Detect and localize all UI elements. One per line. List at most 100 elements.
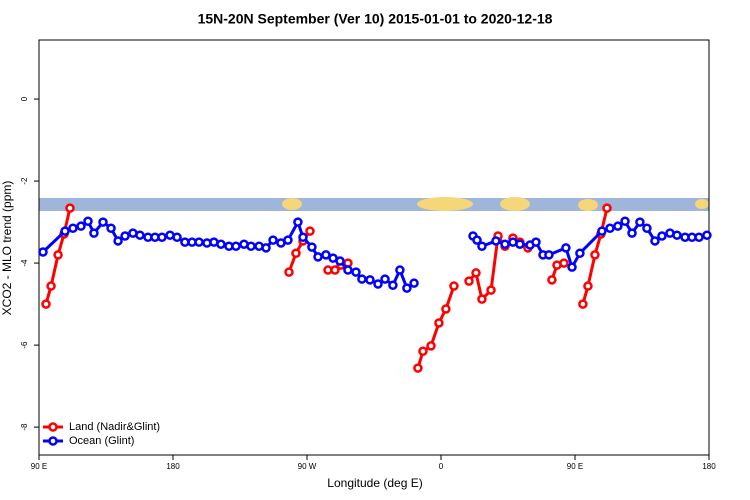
- point: [53, 250, 63, 260]
- x-tick-label: 90 E: [31, 462, 47, 471]
- point: [113, 236, 123, 246]
- point: [60, 226, 70, 236]
- point: [418, 346, 428, 356]
- y-tick-label: -6: [20, 341, 29, 349]
- point: [515, 239, 525, 249]
- point: [559, 258, 569, 268]
- point: [313, 252, 323, 262]
- point: [293, 217, 303, 227]
- x-tick-label: 90 E: [567, 462, 583, 471]
- legend-label: Ocean (Glint): [69, 435, 134, 447]
- point: [351, 267, 361, 277]
- point: [575, 248, 585, 258]
- point: [76, 221, 86, 231]
- point: [409, 278, 419, 288]
- point: [65, 203, 75, 213]
- point: [441, 304, 451, 314]
- point: [335, 256, 345, 266]
- point: [89, 228, 99, 238]
- y-tick-label: 0: [20, 96, 29, 101]
- point: [434, 318, 444, 328]
- point: [330, 265, 340, 275]
- point: [83, 216, 93, 227]
- point: [657, 231, 667, 241]
- legend-marker: [48, 436, 58, 446]
- point: [172, 232, 182, 242]
- point: [561, 243, 571, 253]
- point: [157, 232, 167, 242]
- point: [291, 248, 301, 258]
- point: [194, 237, 204, 247]
- point: [426, 341, 436, 351]
- point: [702, 230, 712, 240]
- point: [491, 236, 501, 246]
- point: [627, 228, 637, 238]
- legend-marker: [48, 422, 58, 432]
- point: [298, 232, 308, 242]
- point: [602, 203, 612, 213]
- point: [373, 279, 383, 289]
- point: [321, 250, 331, 260]
- point: [567, 262, 577, 272]
- point: [343, 265, 353, 275]
- point: [471, 268, 481, 278]
- point: [413, 363, 423, 373]
- point: [98, 217, 108, 227]
- map-strip: [39, 197, 709, 211]
- point: [486, 285, 496, 295]
- y-tick-label: -4: [20, 259, 29, 267]
- chart-title: 15N-20N September (Ver 10) 2015-01-01 to…: [198, 11, 553, 27]
- point: [283, 235, 293, 245]
- legend-label: Land (Nadir&Glint): [69, 421, 160, 433]
- point: [583, 281, 593, 291]
- point: [472, 235, 482, 245]
- point: [464, 276, 474, 286]
- point: [268, 235, 278, 245]
- point: [544, 250, 554, 260]
- y-tick-label: -2: [20, 177, 29, 185]
- point: [261, 243, 271, 253]
- plot-frame: [38, 39, 710, 456]
- point: [246, 241, 256, 252]
- point: [38, 247, 48, 257]
- x-tick-label: 180: [702, 462, 716, 471]
- point: [605, 223, 615, 233]
- point: [590, 250, 600, 260]
- point: [41, 299, 51, 309]
- x-tick-label: 180: [166, 462, 180, 471]
- point: [284, 267, 294, 277]
- point: [388, 280, 398, 290]
- point: [380, 274, 390, 284]
- point: [106, 223, 116, 233]
- point: [307, 242, 317, 252]
- x-tick-label: 90 W: [298, 462, 317, 471]
- point: [477, 294, 487, 304]
- point: [449, 281, 459, 291]
- point: [500, 239, 510, 249]
- point: [216, 239, 226, 249]
- point: [135, 230, 145, 240]
- point: [357, 274, 367, 284]
- point: [547, 275, 557, 285]
- point: [231, 241, 241, 252]
- point: [477, 241, 487, 252]
- point: [531, 237, 541, 247]
- point: [395, 265, 405, 275]
- point: [642, 223, 652, 233]
- point: [635, 217, 645, 227]
- point: [672, 230, 682, 240]
- y-tick-label: -8: [20, 423, 29, 431]
- point: [694, 232, 704, 242]
- point: [620, 216, 630, 227]
- point: [68, 223, 78, 233]
- point: [365, 275, 375, 285]
- point: [120, 231, 130, 241]
- x-axis-label: Longitude (deg E): [327, 476, 422, 490]
- x-tick-label: 0: [439, 462, 444, 471]
- point: [650, 236, 660, 246]
- point: [613, 221, 623, 231]
- point: [305, 226, 315, 236]
- point: [46, 281, 56, 291]
- point: [597, 226, 607, 236]
